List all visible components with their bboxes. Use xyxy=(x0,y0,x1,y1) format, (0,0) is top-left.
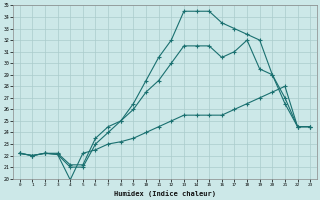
X-axis label: Humidex (Indice chaleur): Humidex (Indice chaleur) xyxy=(114,190,216,197)
